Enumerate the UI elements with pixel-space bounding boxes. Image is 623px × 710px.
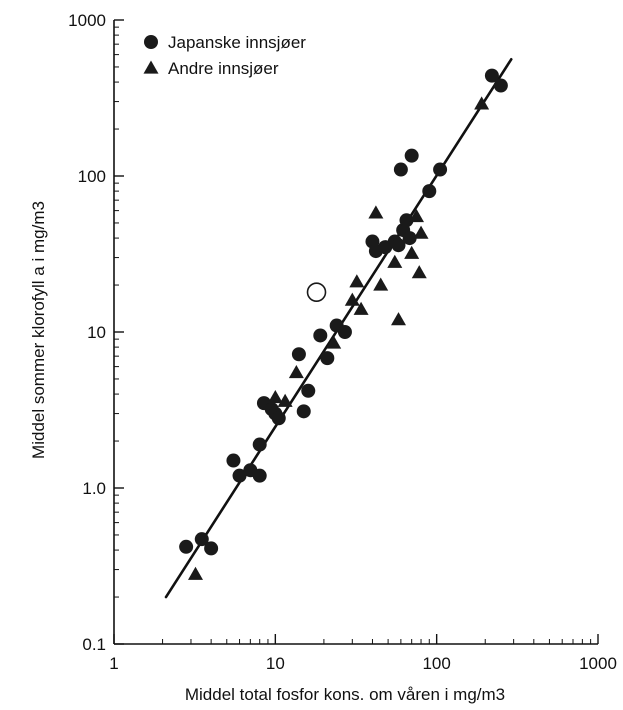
y-tick-label: 1.0 [82, 479, 106, 498]
data-point-japanske [391, 238, 406, 253]
data-point-japanske [484, 68, 499, 83]
axes: 1 10 100 1000 0.1 1.0 10 100 1000 [68, 11, 617, 673]
data-point-japanske [337, 325, 352, 339]
x-tick-label: 1 [109, 654, 118, 673]
data-point-open-circle [306, 282, 327, 302]
data-point-andre [326, 335, 342, 349]
data-point-japanske [301, 383, 316, 398]
data-point-japanske [296, 404, 311, 419]
y-tick-label: 100 [78, 167, 106, 186]
data-point-andre [187, 566, 203, 580]
legend: Japanske innsjøer Andre innsjøer [143, 33, 306, 78]
data-point-japanske [194, 532, 209, 547]
data-point-japanske [291, 347, 306, 362]
data-point-japanske [252, 437, 267, 452]
data-point-andre [411, 265, 427, 279]
x-tick-label: 100 [422, 654, 450, 673]
data-point-japanske [232, 468, 247, 483]
data-point-andre [404, 245, 420, 259]
data-point-andre [409, 209, 425, 223]
legend-marker-triangle [143, 60, 159, 74]
data-point-japanske [252, 468, 267, 483]
data-point-andre [267, 390, 283, 404]
data-point-japanske [402, 231, 417, 246]
y-tick-label: 10 [87, 323, 106, 342]
data-point-andre [387, 254, 403, 268]
data-point-andre [373, 277, 389, 291]
data-point-andre [413, 225, 429, 239]
data-point-japanske [422, 184, 437, 199]
data-point-japanske [433, 162, 448, 177]
data-point-japanske [313, 328, 328, 343]
data-point-japanske [399, 213, 414, 228]
data-point-andre [474, 96, 490, 110]
legend-label: Andre innsjøer [168, 59, 279, 78]
data-point-andre [390, 312, 406, 326]
data-point-andre [344, 292, 360, 306]
data-point-andre [353, 301, 369, 315]
data-point-japanske [393, 162, 408, 177]
legend-marker-circle [144, 35, 158, 49]
data-point-andre [277, 393, 293, 407]
data-point-japanske [179, 539, 194, 554]
data-point-japanske [320, 351, 335, 366]
data-point-japanske [493, 78, 508, 93]
data-points [179, 68, 508, 580]
data-point-japanske [271, 411, 286, 426]
y-axis-title: Middel sommer klorofyll a i mg/m3 [29, 201, 48, 459]
x-tick-label: 10 [266, 654, 285, 673]
data-point-japanske [404, 148, 419, 163]
y-tick-label: 0.1 [82, 635, 106, 654]
y-tick-label: 1000 [68, 11, 106, 30]
data-point-japanske [204, 541, 219, 556]
data-point-andre [288, 365, 304, 379]
data-point-andre [368, 205, 384, 219]
legend-label: Japanske innsjøer [168, 33, 306, 52]
data-point-andre [349, 274, 365, 288]
data-point-japanske [226, 453, 241, 468]
x-axis-title: Middel total fosfor kons. om våren i mg/… [185, 685, 505, 704]
x-tick-label: 1000 [579, 654, 617, 673]
